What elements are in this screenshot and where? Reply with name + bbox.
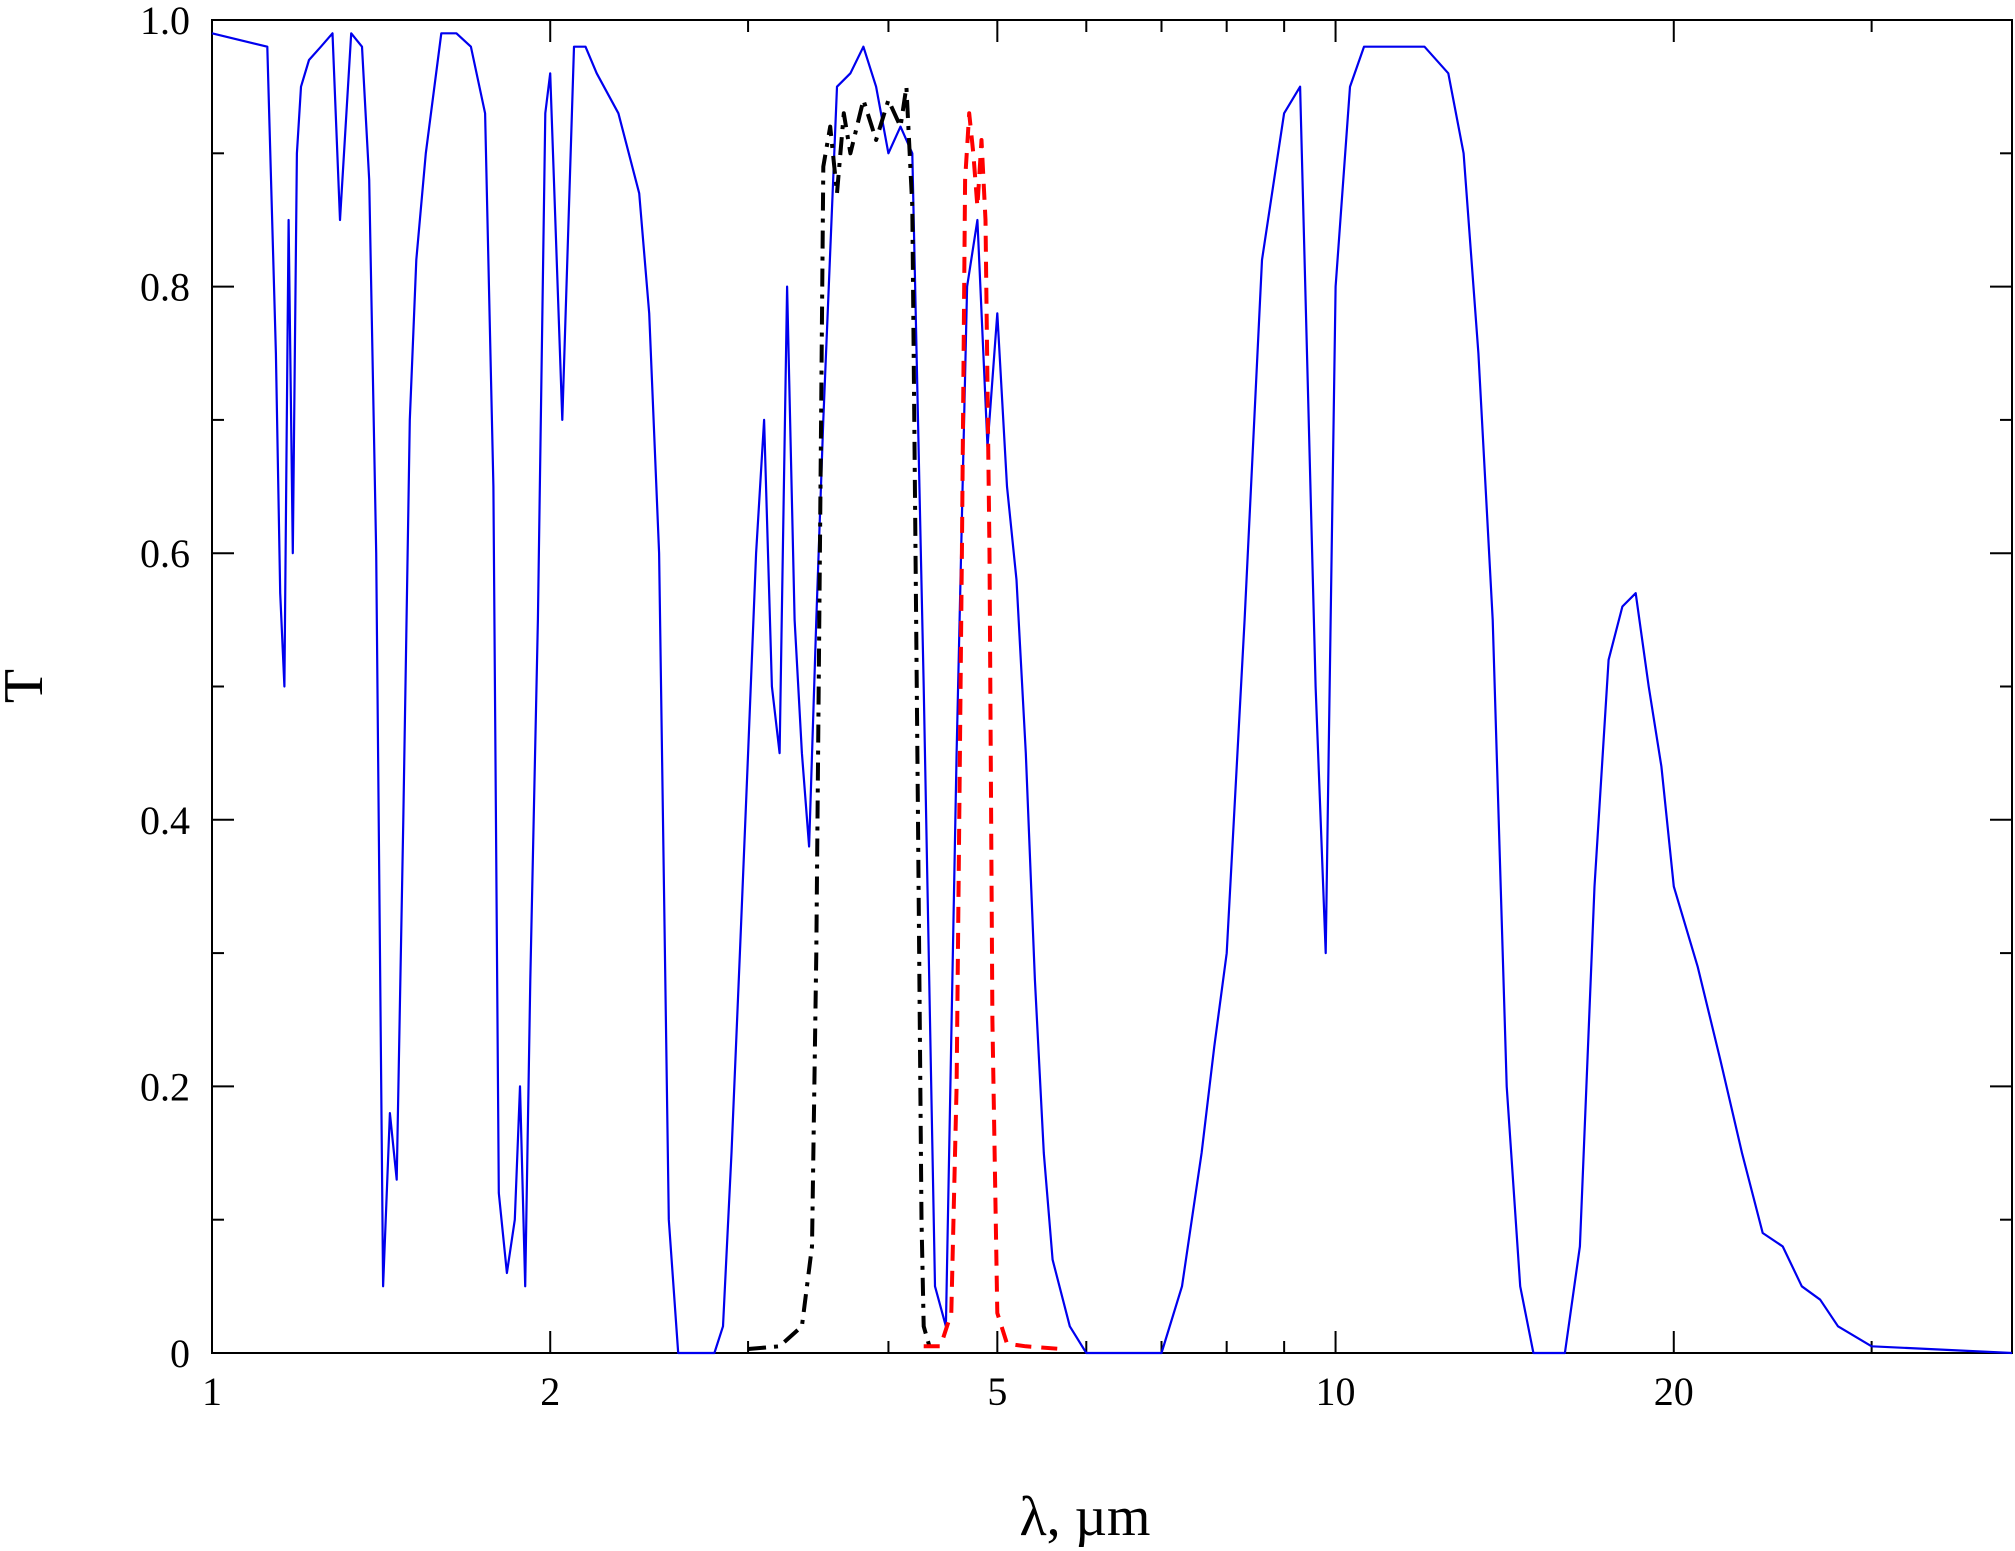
x-tick-label: 5	[987, 1369, 1007, 1414]
y-tick-label: 0.8	[140, 265, 190, 310]
y-tick-label: 1.0	[140, 0, 190, 43]
y-tick-label: 0.6	[140, 531, 190, 576]
y-tick-labels: 0 0.2 0.4 0.6 0.8 1.0	[140, 0, 190, 1376]
red-dashed-filter-line	[923, 111, 1062, 1351]
y-axis-label: T	[0, 669, 55, 703]
black-dashdot-filter-line	[747, 84, 932, 1351]
atmosphere-transmittance-line	[211, 32, 2013, 1355]
x-tick-label: 10	[1316, 1369, 1356, 1414]
y-tick-label: 0.4	[140, 798, 190, 843]
x-tick-label: 20	[1654, 1369, 1694, 1414]
x-axis-label: λ, µm	[1020, 1486, 1151, 1548]
x-tick-label: 1	[202, 1369, 222, 1414]
major-ticks	[211, 19, 2012, 1354]
x-tick-labels: 1 2 5 10 20	[202, 1369, 1694, 1414]
y-tick-label: 0	[170, 1331, 190, 1376]
y-tick-label: 0.2	[140, 1064, 190, 1109]
series-layer	[211, 32, 2013, 1355]
x-tick-label: 2	[540, 1369, 560, 1414]
